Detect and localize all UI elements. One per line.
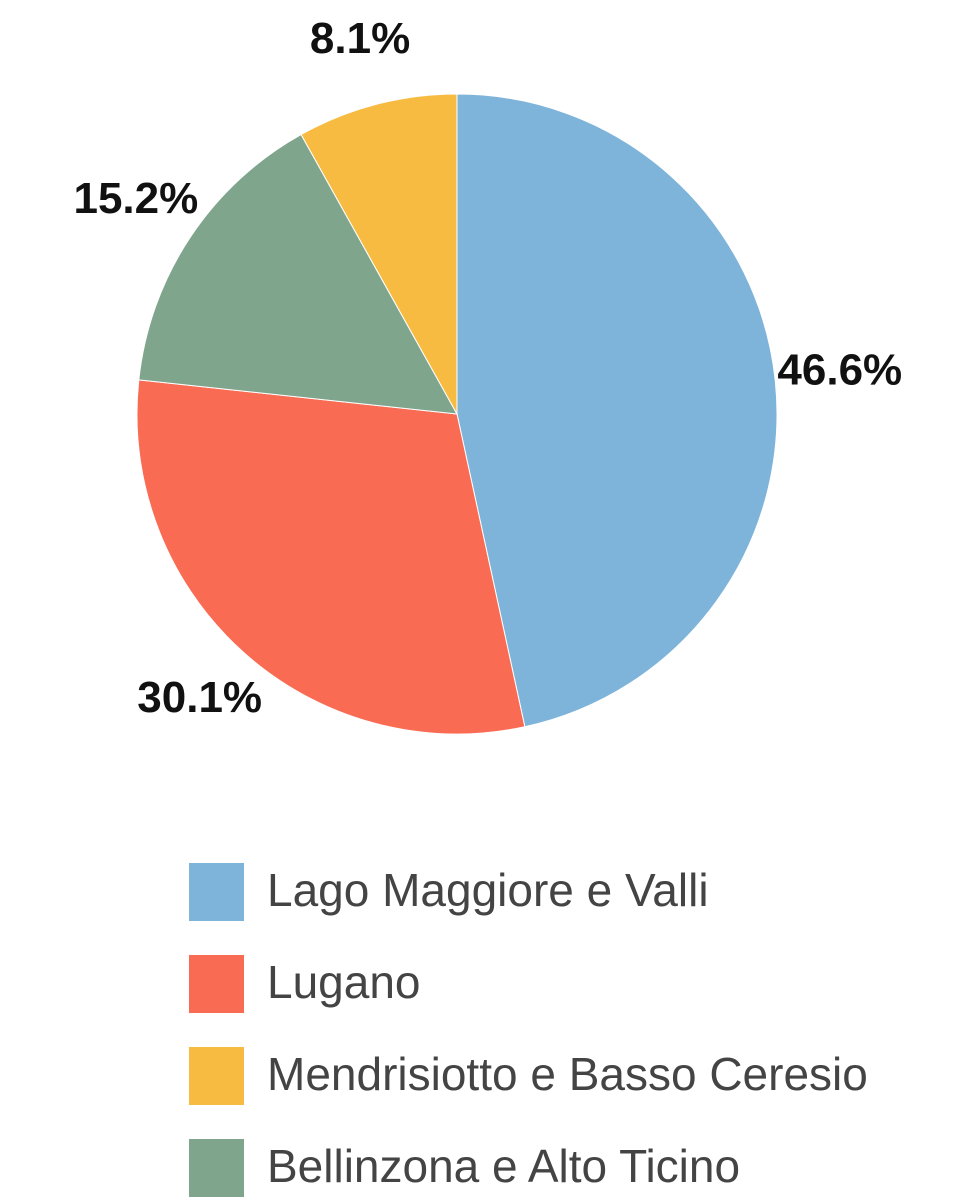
legend-swatch <box>189 1139 244 1197</box>
slice-label: 30.1% <box>137 673 262 722</box>
slice-label: 15.2% <box>73 174 198 223</box>
legend-label: Mendrisiotto e Basso Ceresio <box>267 1048 868 1100</box>
legend-swatch <box>189 863 244 921</box>
pie-slice <box>138 133 458 415</box>
pie-slice <box>300 93 458 416</box>
pie-slice <box>456 93 778 728</box>
slice-label: 8.1% <box>310 14 410 63</box>
slice-label: 46.6% <box>777 346 902 395</box>
legend-label: Lugano <box>267 956 421 1008</box>
legend-label: Bellinzona e Alto Ticino <box>267 1140 740 1192</box>
legend-swatch <box>189 1047 244 1105</box>
legend-label: Lago Maggiore e Valli <box>267 864 709 916</box>
legend-swatch <box>189 955 244 1013</box>
pie-slice <box>136 379 526 735</box>
